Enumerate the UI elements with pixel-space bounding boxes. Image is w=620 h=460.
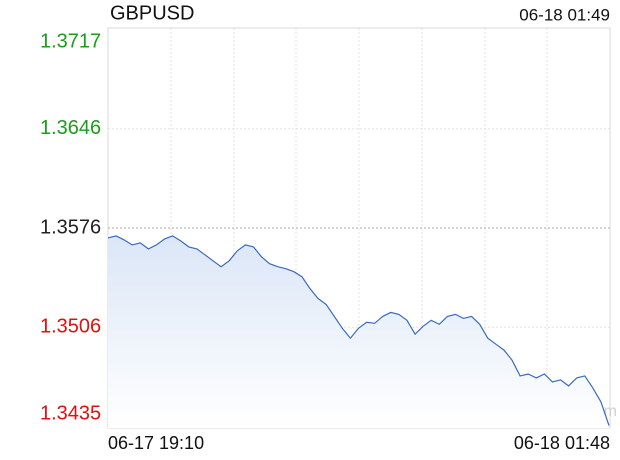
x-tick-label: 06-17 19:10 <box>108 433 204 453</box>
y-tick-label: 1.3435 <box>40 402 101 424</box>
y-tick-label: 1.3506 <box>40 316 101 338</box>
y-tick-label: 1.3646 <box>40 117 101 139</box>
area <box>108 235 609 428</box>
y-tick-label: 1.3576 <box>40 216 101 238</box>
chart-title: GBPUSD <box>110 2 194 24</box>
timestamp: 06-18 01:49 <box>519 5 610 24</box>
y-tick-label: 1.3717 <box>40 30 101 52</box>
price-line <box>107 235 610 426</box>
x-tick-label: 06-18 01:48 <box>514 433 610 453</box>
